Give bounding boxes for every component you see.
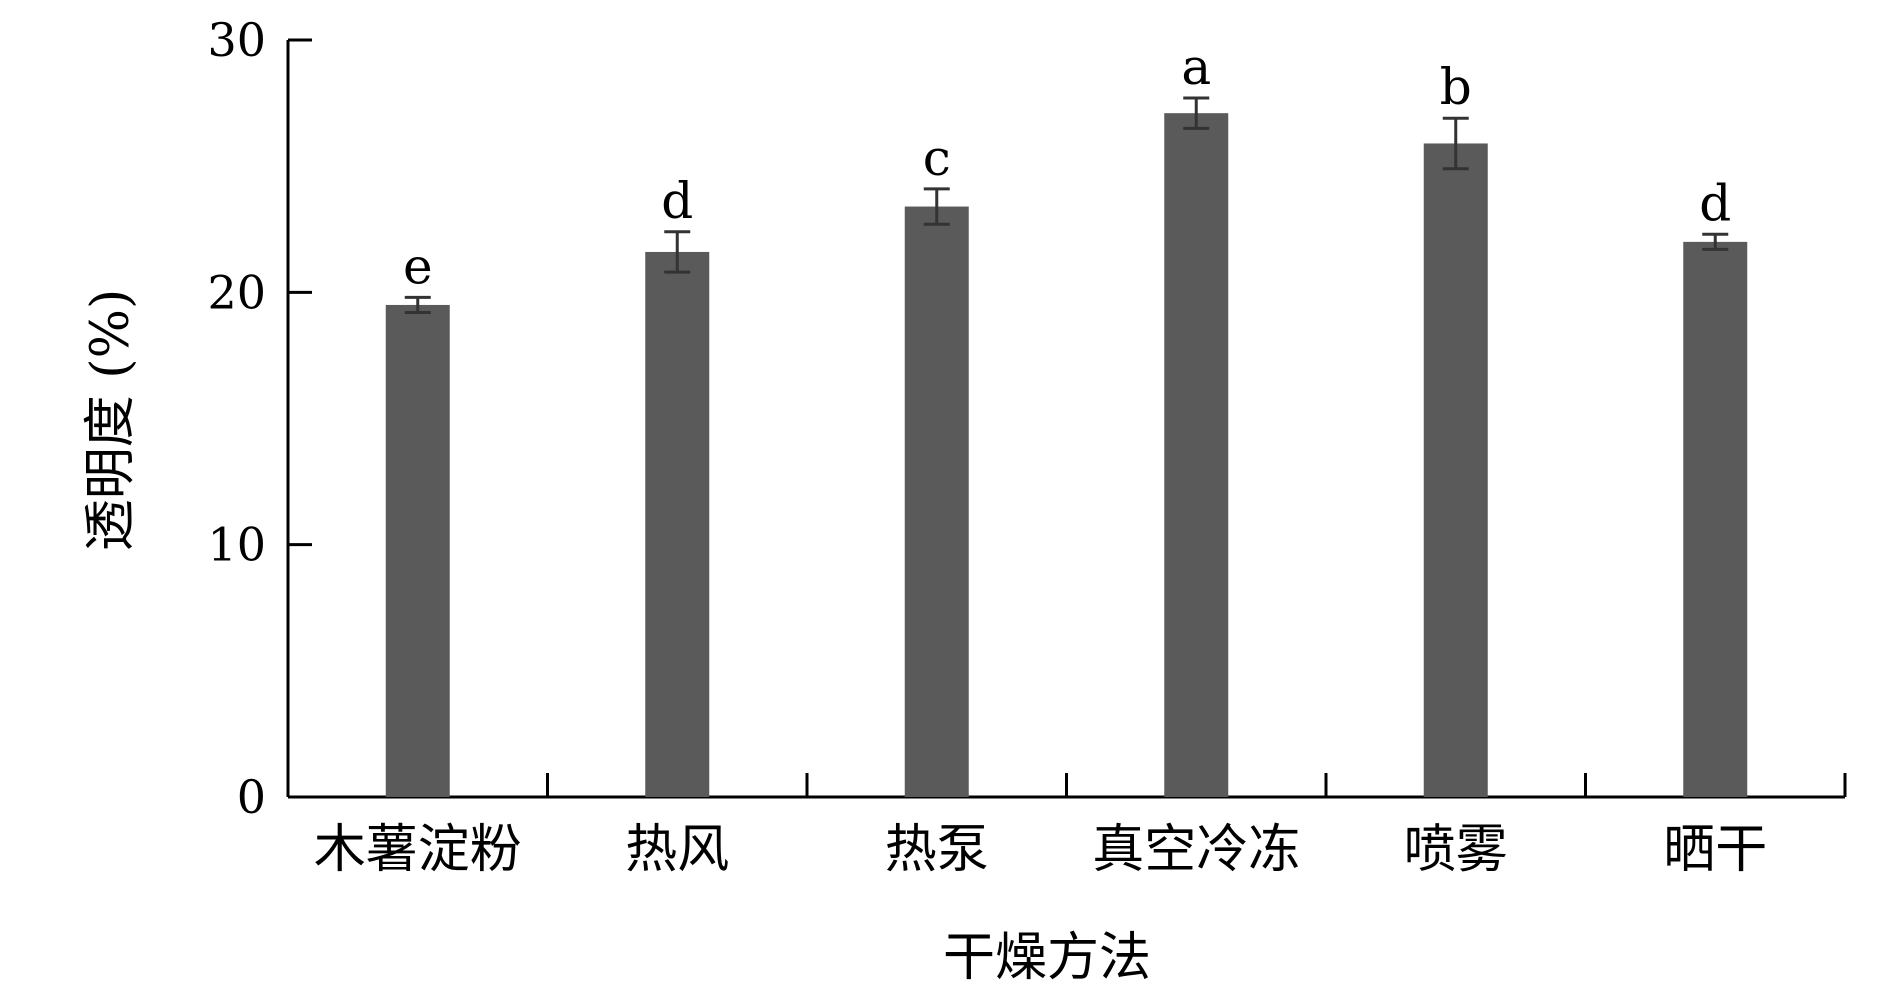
bar <box>1164 113 1229 798</box>
significance-label: e <box>403 237 433 295</box>
bar <box>904 206 969 798</box>
y-tick-label: 0 <box>237 770 266 824</box>
significance-label: d <box>661 172 693 230</box>
x-tick-label: 真空冷冻 <box>1092 820 1300 880</box>
bar <box>645 251 710 797</box>
bar <box>1423 143 1488 797</box>
y-tick-label: 10 <box>207 518 266 572</box>
bar <box>1683 241 1748 797</box>
significance-label: a <box>1181 38 1211 96</box>
significance-label: d <box>1699 174 1731 232</box>
x-tick-label: 喷雾 <box>1404 820 1508 880</box>
y-tick-label: 20 <box>207 265 266 319</box>
x-tick-label: 热泵 <box>885 820 989 880</box>
x-tick-label: 木薯淀粉 <box>314 820 522 880</box>
y-axis-title: 透明度 (%) <box>81 289 141 552</box>
x-tick-label: 晒干 <box>1663 820 1767 880</box>
bar <box>385 304 450 797</box>
significance-label: c <box>923 129 951 187</box>
y-tick-label: 30 <box>207 13 266 67</box>
plot-area: 0 10 20 30 e 木薯淀粉 d 热风 c 热泵 a 真空冷冻 b 喷雾 d 晒干 <box>207 13 1847 880</box>
x-axis-title: 干燥方法 <box>943 928 1151 988</box>
significance-label: b <box>1440 58 1472 116</box>
x-tick-label: 热风 <box>625 820 729 880</box>
